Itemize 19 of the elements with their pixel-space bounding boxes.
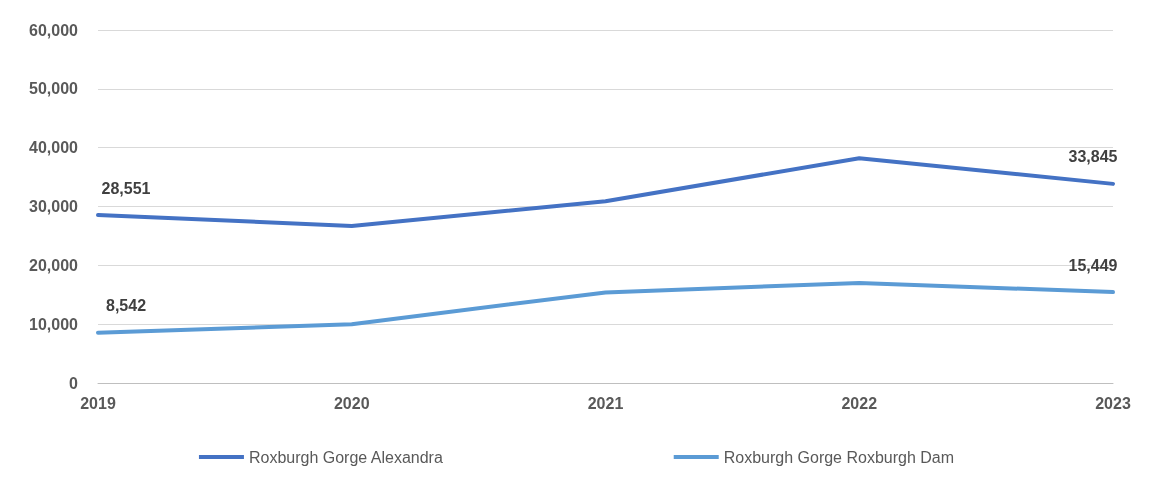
x-tick-label: 2022 (841, 394, 878, 412)
data-label: 33,845 (1068, 148, 1118, 166)
x-tick-label: 2019 (80, 394, 116, 412)
data-label: 15,449 (1068, 256, 1118, 274)
y-tick-label: 0 (69, 374, 79, 392)
y-tick-label: 20,000 (29, 256, 79, 274)
x-tick-label: 2023 (1095, 394, 1131, 412)
legend-label: Roxburgh Gorge Roxburgh Dam (723, 448, 955, 466)
y-tick-label: 50,000 (29, 80, 79, 98)
y-tick-label: 30,000 (29, 198, 79, 215)
y-tick-label: 40,000 (29, 139, 79, 157)
line-series (96, 280, 1115, 335)
x-tick-label: 2021 (587, 394, 624, 412)
data-label: 8,542 (105, 297, 147, 315)
legend-label: Roxburgh Gorge Alexandra (248, 448, 443, 466)
x-tick-label: 2020 (333, 394, 370, 412)
y-tick-label: 10,000 (29, 315, 79, 333)
y-tick-label: 60,000 (29, 21, 79, 39)
data-label: 28,551 (101, 179, 151, 197)
